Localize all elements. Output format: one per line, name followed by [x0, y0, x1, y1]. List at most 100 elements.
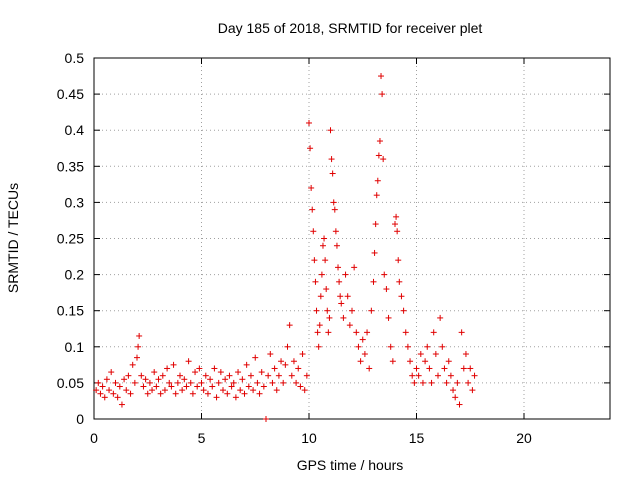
data-point — [373, 192, 380, 199]
data-point — [157, 390, 164, 397]
data-point — [372, 221, 379, 228]
data-point — [355, 343, 362, 350]
data-point — [136, 332, 143, 339]
data-point — [366, 365, 373, 372]
data-point — [353, 329, 360, 336]
data-point — [284, 343, 291, 350]
data-point — [336, 278, 343, 285]
data-point — [435, 372, 441, 379]
data-point — [318, 271, 325, 278]
data-point — [467, 365, 474, 372]
x-tick-label: 0 — [90, 430, 98, 446]
data-point — [177, 372, 183, 379]
grid — [94, 58, 610, 419]
data-point — [465, 379, 472, 386]
data-point — [415, 372, 422, 379]
data-point — [370, 278, 377, 285]
data-point — [243, 361, 250, 368]
data-point — [398, 293, 405, 300]
data-point — [172, 390, 179, 397]
data-point — [185, 358, 192, 365]
data-point — [142, 376, 149, 383]
data-point — [430, 329, 437, 336]
data-point — [192, 369, 199, 376]
data-point — [153, 383, 160, 390]
data-point — [437, 314, 444, 321]
data-point — [121, 376, 128, 383]
data-point — [189, 390, 196, 397]
data-point — [324, 307, 331, 314]
data-point — [252, 354, 259, 361]
data-point — [286, 322, 293, 329]
data-point — [327, 127, 334, 134]
y-tick-label: 0.15 — [57, 303, 84, 319]
data-point — [211, 365, 218, 372]
data-point — [340, 314, 347, 321]
data-point — [328, 156, 335, 163]
data-point — [269, 379, 276, 386]
data-point — [317, 293, 324, 300]
data-point — [309, 206, 316, 213]
data-point — [351, 264, 358, 271]
data-point — [329, 170, 336, 177]
data-point — [471, 372, 478, 379]
data-point — [217, 369, 224, 376]
y-tick-label: 0.45 — [57, 86, 84, 102]
data-point — [187, 379, 194, 386]
data-point — [125, 372, 132, 379]
x-axis-label: GPS time / hours — [297, 457, 404, 473]
data-point — [93, 387, 100, 394]
data-point — [454, 379, 461, 386]
data-point — [239, 376, 246, 383]
data-point — [232, 394, 239, 401]
y-tick-label: 0.25 — [57, 231, 84, 247]
data-point — [245, 383, 252, 390]
data-point — [456, 401, 463, 408]
data-point — [402, 329, 409, 336]
data-point — [299, 351, 306, 358]
data-point — [361, 351, 368, 358]
data-point — [316, 322, 323, 329]
data-point — [385, 314, 392, 321]
data-point — [380, 156, 387, 163]
data-point — [395, 257, 402, 264]
data-point — [330, 199, 337, 206]
data-point — [235, 369, 242, 376]
data-point — [376, 138, 383, 145]
data-point — [445, 358, 452, 365]
data-point — [411, 379, 418, 386]
data-point — [99, 383, 106, 390]
data-point — [314, 329, 321, 336]
data-point — [306, 119, 312, 126]
y-tick-label: 0.3 — [65, 194, 85, 210]
data-point — [280, 379, 287, 386]
data-point — [295, 365, 302, 372]
data-point — [349, 307, 355, 314]
data-point — [344, 293, 351, 300]
data-point — [426, 365, 433, 372]
data-point — [95, 379, 102, 386]
data-point — [441, 365, 448, 372]
x-tick-label: 20 — [516, 430, 532, 446]
data-point — [174, 379, 181, 386]
data-point — [293, 379, 300, 386]
chart-title: Day 185 of 2018, SRMTID for receiver ple… — [218, 20, 483, 36]
data-point — [200, 387, 207, 394]
data-point — [241, 390, 248, 397]
x-tick-label: 5 — [198, 430, 206, 446]
data-point — [460, 365, 467, 372]
data-point — [331, 206, 338, 213]
data-point — [319, 242, 326, 249]
data-point — [237, 387, 244, 394]
data-points — [93, 73, 478, 422]
data-point — [260, 383, 267, 390]
data-point — [278, 358, 285, 365]
data-point — [404, 343, 411, 350]
data-point — [325, 329, 332, 336]
data-point — [207, 376, 214, 383]
data-point — [387, 343, 394, 350]
data-point — [131, 379, 138, 386]
data-point — [230, 379, 237, 386]
data-point — [374, 177, 381, 184]
data-point — [118, 401, 125, 408]
